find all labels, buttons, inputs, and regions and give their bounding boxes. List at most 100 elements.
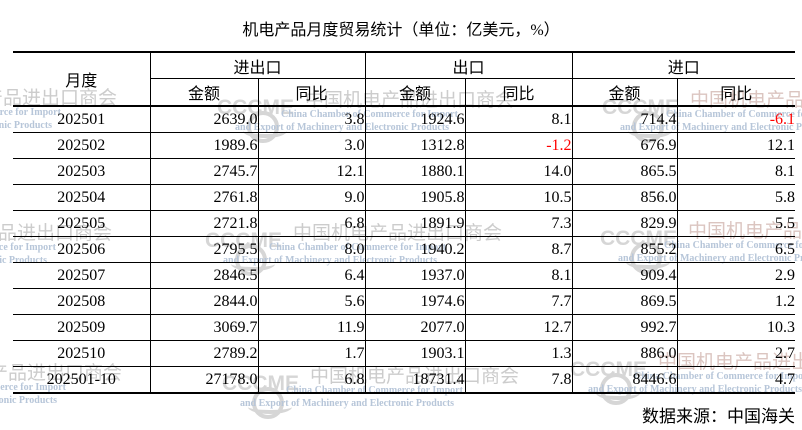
table-body: 202501 2639.0 3.8 1924.6 8.1 714.4 -6.1 202502 1… <box>13 106 796 394</box>
cell-value: 10.5 <box>465 184 573 211</box>
cell-value: 4.7 <box>677 366 796 394</box>
table-row: 202506 2795.5 8.0 1940.2 8.7 855.2 6.5 <box>13 236 796 263</box>
data-source-note: 数据来源：中国海关 <box>642 407 795 426</box>
cell-month: 202510 <box>13 340 151 367</box>
cell-value: 27178.0 <box>150 366 259 394</box>
cell-month: 202503 <box>13 158 151 185</box>
cell-value: 2844.0 <box>150 288 259 315</box>
cell-month: 202508 <box>13 288 151 315</box>
cell-month: 202509 <box>13 314 151 341</box>
cell-value: 10.3 <box>677 314 796 341</box>
cell-value: 2639.0 <box>150 106 259 133</box>
cell-value: 1312.8 <box>365 132 466 159</box>
cell-value: 1880.1 <box>365 158 466 185</box>
cell-value: 865.5 <box>572 158 678 185</box>
cell-value: 2761.8 <box>150 184 259 211</box>
cell-value: 2745.7 <box>150 158 259 185</box>
cell-value: 8.1 <box>465 262 573 289</box>
table-row: 202508 2844.0 5.6 1974.6 7.7 869.5 1.2 <box>13 288 796 315</box>
column-header-amount: 金额 <box>365 78 466 107</box>
cell-value: 2789.2 <box>150 340 259 367</box>
cell-month: 202501-10 <box>13 366 151 394</box>
cell-value: 1974.6 <box>365 288 466 315</box>
table-row: 202509 3069.7 11.9 2077.0 12.7 992.7 10.3 <box>13 314 796 341</box>
cell-value: 2721.8 <box>150 210 259 237</box>
cell-value: 6.8 <box>258 210 366 237</box>
cell-value: 676.9 <box>572 132 678 159</box>
cell-value: 1891.9 <box>365 210 466 237</box>
table-row: 202503 2745.7 12.1 1880.1 14.0 865.5 8.1 <box>13 158 796 185</box>
cell-value: 8.0 <box>258 236 366 263</box>
cell-value: 7.7 <box>465 288 573 315</box>
cell-value: 11.9 <box>258 314 366 341</box>
cell-value: 2.9 <box>677 262 796 289</box>
cell-month: 202507 <box>13 262 151 289</box>
cell-value: 6.4 <box>258 262 366 289</box>
cell-value: 3.8 <box>258 106 366 133</box>
table-row: 202507 2846.5 6.4 1937.0 8.1 909.4 2.9 <box>13 262 796 289</box>
cell-value: 8.7 <box>465 236 573 263</box>
column-header-amount: 金额 <box>150 78 259 107</box>
cell-value: 1.2 <box>677 288 796 315</box>
cell-value: 2795.5 <box>150 236 259 263</box>
header-row-groups: 月度 进出口 出口 进口 <box>13 52 796 107</box>
cell-value: 2846.5 <box>150 262 259 289</box>
cell-month: 202506 <box>13 236 151 263</box>
column-header-yoy: 同比 <box>258 78 366 107</box>
cell-month: 202505 <box>13 210 151 237</box>
cell-month: 202504 <box>13 184 151 211</box>
page-title: 机电产品月度贸易统计（单位：亿美元，%） <box>242 22 560 39</box>
cell-value: 6.5 <box>677 236 796 263</box>
column-header-amount: 金额 <box>572 78 678 107</box>
column-header-month: 月度 <box>13 52 151 107</box>
cell-value: 1924.6 <box>365 106 466 133</box>
table-row: 202510 2789.2 1.7 1903.1 1.3 886.0 2.7 <box>13 340 796 367</box>
cell-value: 5.8 <box>677 184 796 211</box>
column-header-yoy: 同比 <box>465 78 573 107</box>
column-group-import-export: 进出口 <box>150 52 366 79</box>
cell-value: 1940.2 <box>365 236 466 263</box>
cell-value: 12.7 <box>465 314 573 341</box>
cell-value: 7.3 <box>465 210 573 237</box>
cell-value: 909.4 <box>572 262 678 289</box>
cell-value: 1905.8 <box>365 184 466 211</box>
cell-month: 202501 <box>13 106 151 133</box>
column-group-import: 进口 <box>572 52 796 79</box>
cell-value: 8.1 <box>465 106 573 133</box>
column-header-yoy: 同比 <box>677 78 796 107</box>
cell-value: 8.1 <box>677 158 796 185</box>
cell-value: 714.4 <box>572 106 678 133</box>
cell-month: 202502 <box>13 132 151 159</box>
cell-value: 12.1 <box>677 132 796 159</box>
cell-value: 7.8 <box>465 366 573 394</box>
cell-value: 1.7 <box>258 340 366 367</box>
cell-value: 18731.4 <box>365 366 466 394</box>
trade-stats-table: 月度 进出口 出口 进口 金额 同比 金额 同比 金额 同比 202501 263… <box>13 51 796 394</box>
cell-value: 886.0 <box>572 340 678 367</box>
cell-value: 1937.0 <box>365 262 466 289</box>
cell-value: 1903.1 <box>365 340 466 367</box>
cell-value: 856.0 <box>572 184 678 211</box>
table-row: 202504 2761.8 9.0 1905.8 10.5 856.0 5.8 <box>13 184 796 211</box>
table-row: 202505 2721.8 6.8 1891.9 7.3 829.9 5.5 <box>13 210 796 237</box>
cell-value: 6.8 <box>258 366 366 394</box>
table-row: 202501 2639.0 3.8 1924.6 8.1 714.4 -6.1 <box>13 106 796 133</box>
cell-value: 2.7 <box>677 340 796 367</box>
table-row: 202501-10 27178.0 6.8 18731.4 7.8 8446.6 4.7 <box>13 366 796 394</box>
cell-value: 14.0 <box>465 158 573 185</box>
header-row-subs: 金额 同比 金额 同比 金额 同比 <box>13 78 796 107</box>
cell-value: 829.9 <box>572 210 678 237</box>
cell-value: 8446.6 <box>572 366 678 394</box>
table-row: 202502 1989.6 3.0 1312.8 -1.2 676.9 12.1 <box>13 132 796 159</box>
column-group-export: 出口 <box>365 52 573 79</box>
cell-value: 9.0 <box>258 184 366 211</box>
cell-value: 5.6 <box>258 288 366 315</box>
cell-value: 3.0 <box>258 132 366 159</box>
cell-value: 992.7 <box>572 314 678 341</box>
cell-value: 869.5 <box>572 288 678 315</box>
cell-value: 3069.7 <box>150 314 259 341</box>
cell-value: -6.1 <box>677 106 796 133</box>
cell-value: 1.3 <box>465 340 573 367</box>
cell-value: 855.2 <box>572 236 678 263</box>
